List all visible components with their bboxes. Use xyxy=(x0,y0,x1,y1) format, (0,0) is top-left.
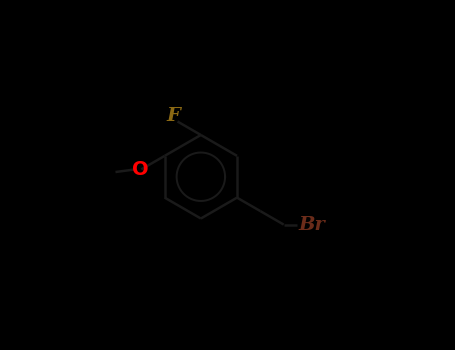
Text: F: F xyxy=(167,106,180,125)
Text: Br: Br xyxy=(298,216,325,233)
Text: O: O xyxy=(131,160,148,179)
